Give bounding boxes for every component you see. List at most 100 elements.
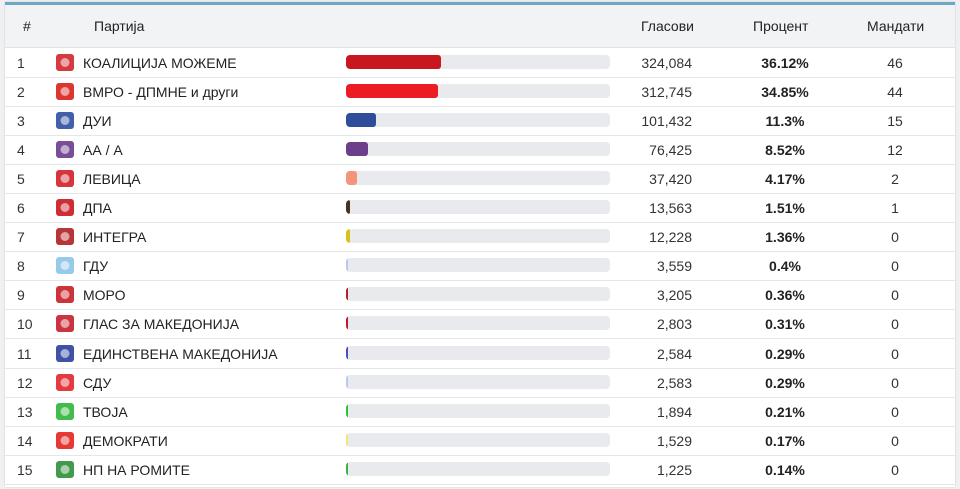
column-header-percent: Процент — [753, 18, 809, 34]
seats-value: 0 — [891, 374, 899, 391]
seats-value: 0 — [891, 316, 899, 333]
row-number: 7 — [17, 229, 25, 246]
party-name: ЕДИНСТВЕНА МАКЕДОНИЈА — [83, 345, 278, 362]
vote-share-fill — [346, 432, 348, 447]
results-table: # Партија Гласови Процент Мандати 1 КОАЛИ… — [5, 2, 955, 487]
dui-emblem-icon — [55, 111, 75, 130]
row-number: 5 — [17, 171, 25, 188]
row-number: 1 — [17, 55, 25, 71]
vote-share-bar — [346, 374, 610, 389]
row-number: 13 — [17, 403, 33, 420]
table-row: 3 ДУИ 101,432 11.3% 15 — [5, 106, 955, 137]
percent-value: 4.17% — [765, 171, 805, 188]
party-name: КОАЛИЦИЈА МОЖЕМЕ — [83, 55, 237, 71]
vote-share-fill — [346, 229, 350, 244]
party-name: ДУИ — [83, 113, 112, 130]
vote-share-bar — [346, 55, 610, 69]
vmro-lion-icon — [55, 82, 75, 101]
table-header: # Партија Гласови Процент Мандати — [5, 5, 955, 48]
table-row: 2 ВМРО - ДПМНЕ и други 312,745 34.85% 44 — [5, 77, 955, 108]
vote-share-bar — [346, 461, 610, 476]
percent-value: 0.29% — [765, 345, 805, 362]
vote-share-fill — [346, 258, 348, 273]
tvoja-leaf-icon — [55, 402, 75, 421]
vote-share-bar — [346, 258, 610, 273]
vote-share-bar — [346, 345, 610, 360]
table-row: 13 ТВОЈА 1,894 0.21% 0 — [5, 397, 955, 427]
table-row: 5 ЛЕВИЦА 37,420 4.17% 2 — [5, 164, 955, 195]
votes-value: 2,803 — [656, 316, 692, 333]
seats-value: 1 — [891, 200, 899, 217]
votes-value: 12,228 — [649, 229, 692, 246]
vote-share-fill — [346, 403, 348, 418]
row-number: 8 — [17, 258, 25, 275]
column-header-party: Партија — [94, 18, 145, 34]
party-name: МОРО — [83, 287, 126, 304]
vote-share-fill — [346, 374, 348, 389]
aa-a-logo-icon — [55, 140, 75, 159]
votes-value: 2,584 — [656, 345, 692, 362]
votes-value: 3,559 — [656, 258, 692, 275]
integra-lion-icon — [55, 227, 75, 246]
row-number: 9 — [17, 287, 25, 304]
column-header-seats: Мандати — [867, 18, 925, 34]
vote-share-fill — [346, 171, 357, 186]
vote-share-bar — [346, 113, 610, 128]
percent-value: 0.29% — [765, 374, 805, 391]
seats-value: 0 — [891, 403, 899, 420]
row-number: 2 — [17, 84, 25, 101]
vote-share-fill — [346, 142, 369, 157]
table-row: 8 ГДУ 3,559 0.4% 0 — [5, 251, 955, 282]
percent-value: 0.17% — [765, 432, 805, 449]
dpa-eagle-icon — [55, 198, 75, 217]
percent-value: 36.12% — [761, 55, 809, 71]
vote-share-bar — [346, 432, 610, 447]
votes-value: 1,225 — [656, 461, 692, 478]
table-row: 12 СДУ 2,583 0.29% 0 — [5, 368, 955, 398]
table-row: 10 ГЛАС ЗА МАКЕДОНИЈА 2,803 0.31% 0 — [5, 309, 955, 340]
edinstvena-map-icon — [55, 344, 75, 363]
glas-logo-icon — [55, 314, 75, 333]
percent-value: 0.36% — [765, 287, 805, 304]
percent-value: 8.52% — [765, 142, 805, 159]
vote-share-fill — [346, 287, 348, 302]
seats-value: 2 — [891, 171, 899, 188]
column-header-votes: Гласови — [641, 18, 694, 34]
vote-share-fill — [346, 55, 442, 69]
table-row: 15 НП НА РОМИТЕ 1,225 0.14% 0 — [5, 455, 955, 485]
row-number: 10 — [17, 316, 33, 333]
vote-share-bar — [346, 287, 610, 302]
votes-value: 101,432 — [641, 113, 692, 130]
seats-value: 12 — [887, 142, 903, 159]
party-name: ТВОЈА — [83, 403, 128, 420]
vote-share-fill — [346, 84, 438, 99]
row-number: 14 — [17, 432, 33, 449]
votes-value: 2,583 — [656, 374, 692, 391]
table-row: 11 ЕДИНСТВЕНА МАКЕДОНИЈА 2,584 0.29% 0 — [5, 339, 955, 369]
vote-share-fill — [346, 316, 348, 331]
table-row: 9 МОРО 3,205 0.36% 0 — [5, 280, 955, 311]
vote-share-bar — [346, 316, 610, 331]
party-name: ВМРО - ДПМНЕ и други — [83, 84, 239, 101]
votes-value: 37,420 — [649, 171, 692, 188]
vote-share-fill — [346, 461, 348, 476]
party-name: НП НА РОМИТЕ — [83, 461, 190, 478]
sdsm-logo-icon — [55, 53, 75, 72]
column-header-number: # — [23, 18, 31, 34]
seats-value: 0 — [891, 287, 899, 304]
seats-value: 0 — [891, 345, 899, 362]
gdu-circle-icon — [55, 256, 75, 275]
percent-value: 1.51% — [765, 200, 805, 217]
vote-share-fill — [346, 113, 376, 128]
table-row: 14 ДЕМОКРАТИ 1,529 0.17% 0 — [5, 426, 955, 456]
votes-value: 76,425 — [649, 142, 692, 159]
seats-value: 0 — [891, 258, 899, 275]
table-row: 7 ИНТЕГРА 12,228 1.36% 0 — [5, 222, 955, 253]
party-name: ДПА — [83, 200, 112, 217]
percent-value: 34.85% — [761, 84, 809, 101]
percent-value: 11.3% — [765, 113, 805, 130]
vote-share-bar — [346, 229, 610, 244]
row-number: 4 — [17, 142, 25, 159]
sdu-sun-icon — [55, 373, 75, 392]
party-name: ГДУ — [83, 258, 109, 275]
